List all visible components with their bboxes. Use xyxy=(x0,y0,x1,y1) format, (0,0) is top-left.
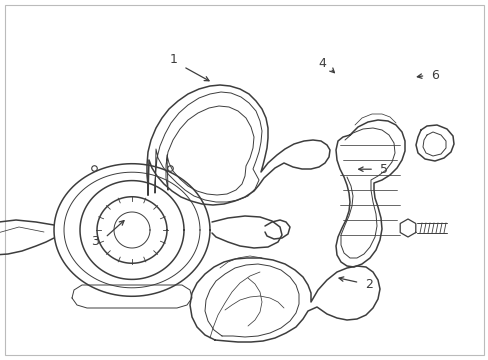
Text: 6: 6 xyxy=(430,69,438,82)
Text: 5: 5 xyxy=(379,163,387,176)
Text: 4: 4 xyxy=(318,57,326,69)
Text: 2: 2 xyxy=(365,278,372,291)
Text: 1: 1 xyxy=(169,53,177,66)
Text: 3: 3 xyxy=(91,235,99,248)
